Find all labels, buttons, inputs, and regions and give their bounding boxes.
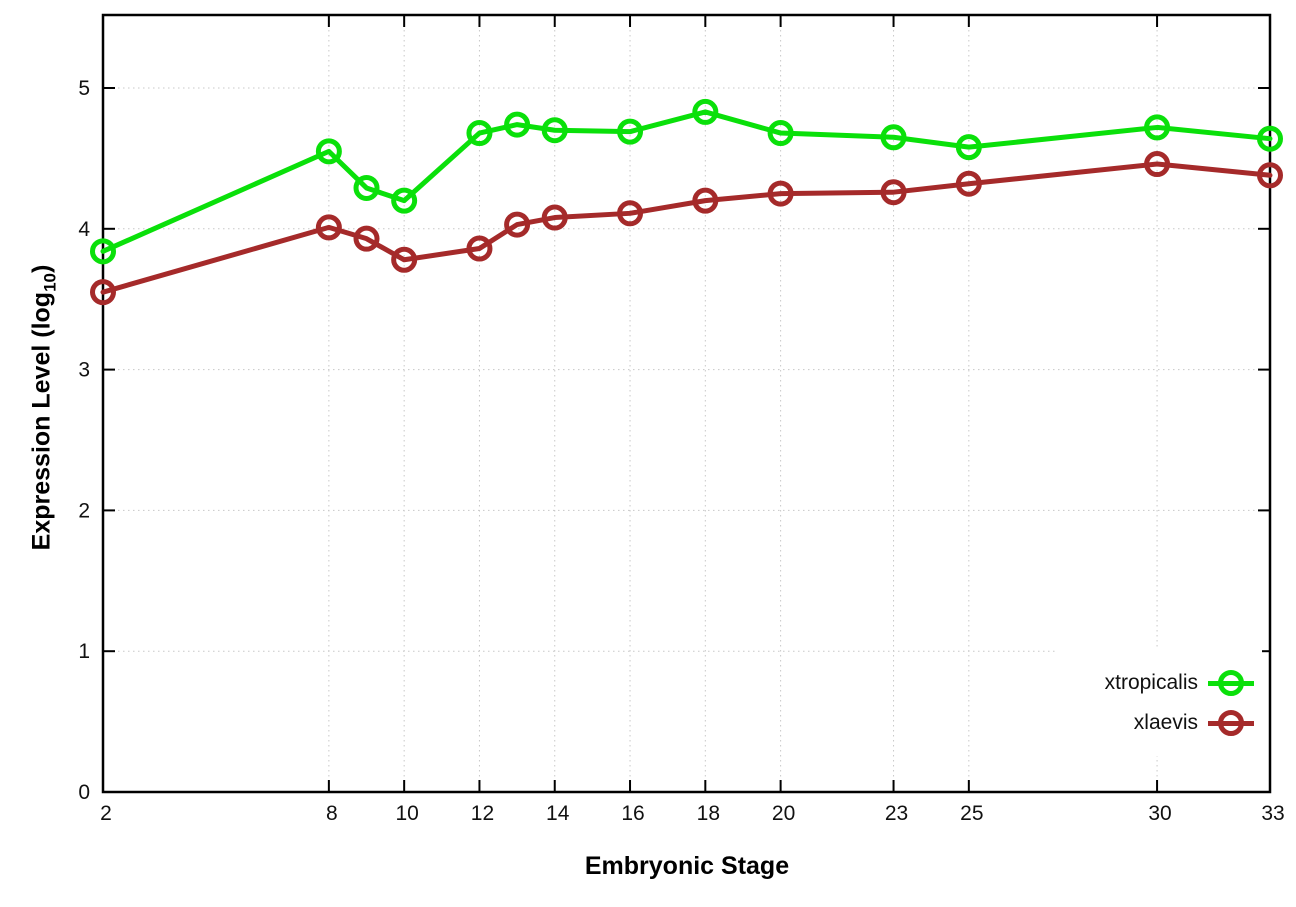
data-point-marker	[391, 187, 418, 214]
series-line-xlaevis	[100, 161, 1273, 295]
x-tick-label: 30	[1148, 802, 1171, 825]
data-point-marker	[504, 111, 531, 138]
y-tick-label: 4	[78, 218, 90, 241]
x-tick-label: 16	[621, 802, 644, 825]
data-point-marker	[1144, 151, 1171, 178]
series-xlaevis	[90, 151, 1283, 306]
circle-marker-icon	[1218, 710, 1244, 736]
data-point-marker	[1257, 125, 1283, 152]
x-tick-label: 20	[772, 802, 795, 825]
x-tick-label: 18	[697, 802, 720, 825]
x-tick-label: 2	[100, 802, 112, 825]
series-line-xtropicalis	[100, 109, 1273, 254]
y-axis-title: Expression Level (log10)	[28, 8, 61, 808]
plot-border	[101, 13, 1272, 794]
data-point-marker	[955, 170, 982, 197]
data-point-marker	[617, 200, 644, 227]
axes	[101, 13, 1272, 794]
circle-marker-icon	[1218, 670, 1244, 696]
data-point-marker	[880, 124, 907, 151]
x-tick-label: 12	[471, 802, 494, 825]
data-point-marker	[315, 214, 342, 241]
data-point-marker	[541, 204, 568, 231]
legend-marker-xlaevis	[1208, 703, 1254, 743]
data-point-marker	[90, 279, 116, 306]
x-tick-label: 23	[885, 802, 908, 825]
x-tick-label: 10	[395, 802, 418, 825]
data-point-marker	[767, 180, 794, 207]
data-point-marker	[880, 179, 907, 206]
data-point-marker	[955, 134, 982, 161]
y-tick-label: 3	[78, 359, 90, 382]
data-point-marker	[504, 211, 531, 238]
data-point-marker	[692, 187, 719, 214]
data-point-marker	[617, 118, 644, 145]
data-point-marker	[353, 225, 380, 252]
x-tick-label: 14	[546, 802, 570, 825]
legend-label-xtropicalis: xtropicalis	[1104, 671, 1198, 694]
series-xtropicalis	[90, 98, 1283, 265]
data-point-marker	[767, 120, 794, 147]
y-axis-title-suffix: )	[27, 264, 56, 273]
legend-marker-xtropicalis	[1208, 663, 1254, 703]
data-point-marker	[466, 235, 493, 262]
x-axis-title: Embryonic Stage	[0, 852, 1296, 881]
data-point-marker	[353, 174, 380, 201]
data-point-marker	[315, 138, 342, 165]
x-tick-label: 25	[960, 802, 983, 825]
x-tick-label: 8	[326, 802, 338, 825]
data-point-marker	[541, 117, 568, 144]
data-point-marker	[1257, 162, 1283, 189]
legend-item-xtropicalis: xtropicalis	[1058, 663, 1262, 703]
data-point-marker	[466, 120, 493, 147]
y-tick-label: 1	[78, 640, 90, 663]
x-axis-title-text: Embryonic Stage	[584, 852, 790, 880]
y-axis-title-subscript: 10	[40, 273, 60, 292]
data-point-marker	[1144, 114, 1171, 141]
x-tick-label: 33	[1261, 802, 1284, 825]
y-axis-title-text: Expression Level (log	[27, 291, 56, 551]
y-tick-label: 2	[78, 499, 90, 522]
legend-label-xlaevis: xlaevis	[1133, 711, 1198, 734]
data-point-marker	[90, 238, 116, 265]
data-point-marker	[391, 246, 418, 273]
legend-item-xlaevis: xlaevis	[1058, 703, 1262, 743]
data-point-marker	[692, 98, 719, 125]
legend: xtropicalis xlaevis	[1058, 650, 1262, 756]
y-tick-label: 5	[78, 77, 90, 100]
y-tick-label: 0	[78, 781, 90, 804]
